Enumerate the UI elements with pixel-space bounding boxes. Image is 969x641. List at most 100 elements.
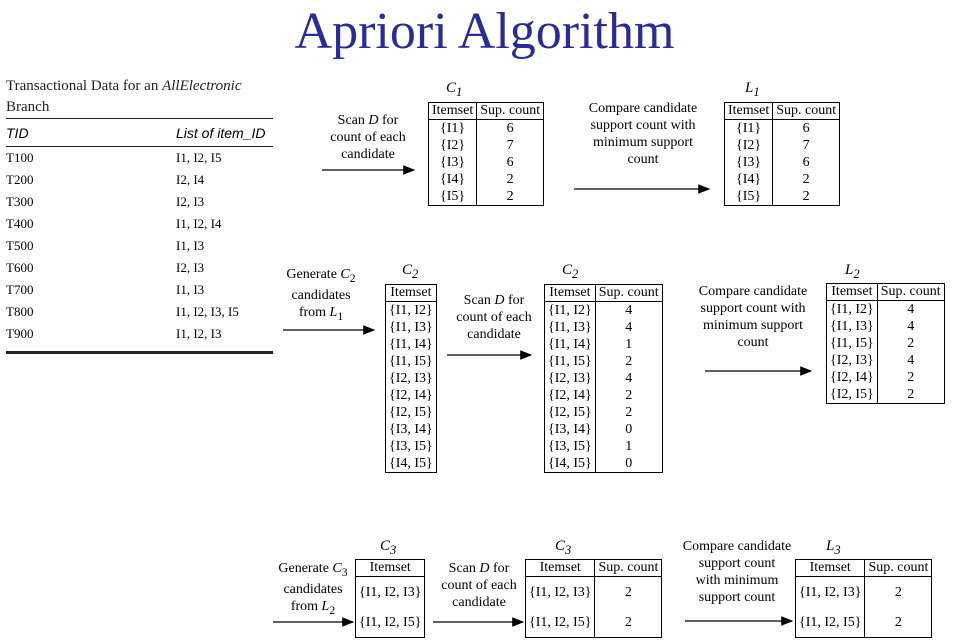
- c3b-sub: 3: [565, 543, 572, 557]
- sup-count-cell: 2: [506, 172, 514, 187]
- compare-step-2-line1: Compare candidate: [698, 284, 808, 299]
- itemset-cell: {I3}: [724, 154, 774, 171]
- itemset-cell: {I2, I3}: [544, 370, 596, 387]
- compare-step-3-line3: with minimum: [695, 573, 779, 588]
- compare-step-1-line1: Compare candidate: [588, 101, 698, 116]
- tid-cell: T500: [6, 238, 34, 253]
- itemset-header: Itemset: [826, 283, 878, 301]
- itemset-cell: {I5}: [724, 188, 774, 206]
- l1-row: {I4} 2: [724, 171, 840, 188]
- scan-step-2-line2: count of each: [456, 310, 532, 325]
- itemset-header: Itemset: [723, 102, 774, 120]
- transaction-row: T600 I2, I3: [6, 257, 273, 279]
- c2b-row: {I2, I3} 4: [544, 370, 663, 387]
- c2a-header-row: Itemset: [385, 284, 437, 302]
- sup-count-cell: 7: [506, 138, 514, 153]
- compare-step-2: Compare candidate support count with min…: [688, 283, 818, 351]
- itemset-cell: {I1, I3}: [389, 320, 433, 335]
- c2a-row: {I1, I2}: [386, 302, 437, 320]
- sup-count-cell: 4: [907, 353, 915, 368]
- c3b-header-row: Itemset Sup. count: [524, 559, 663, 577]
- generate-step-3-line3: from L2: [270, 598, 356, 619]
- items-cell: I1, I3: [176, 282, 205, 297]
- generate-step-3-line2: candidates: [283, 581, 343, 597]
- scan-step-1-line3: candidate: [341, 147, 395, 162]
- transaction-row: T400 I1, I2, I4: [6, 213, 273, 235]
- caption-company: AllElectronic: [162, 78, 242, 94]
- l2-row: {I1, I3} 4: [826, 318, 945, 335]
- c2b-row: {I1, I5} 2: [544, 353, 663, 370]
- l1-symbol-sub: 1: [337, 309, 344, 323]
- itemset-cell: {I1, I5}: [826, 335, 878, 352]
- c1-row: {I3} 6: [428, 154, 544, 171]
- c3b-table: Itemset Sup. count {I1, I2, I3} 2 {I1, I2, I…: [524, 559, 663, 638]
- transaction-row: T800 I1, I2, I3, I5: [6, 301, 273, 323]
- c3-symbol-sub: 3: [341, 565, 348, 579]
- items-header: List of item_ID: [176, 118, 273, 147]
- scan-step-1-line1: Scan D for: [318, 112, 418, 129]
- itemset-cell: {I3}: [428, 154, 478, 171]
- itemset-cell: {I4, I5}: [544, 455, 596, 473]
- tid-cell: T800: [6, 304, 34, 319]
- c2-symbol-sub: 2: [349, 271, 356, 285]
- c3a-row: {I1, I2, I5}: [356, 607, 425, 638]
- items-cell: I1, I2, I5: [176, 150, 222, 165]
- itemset-cell: {I2, I3}: [826, 352, 878, 369]
- c3b-label: C3: [555, 538, 572, 557]
- sup-count-cell: 1: [625, 439, 633, 454]
- items-cell: I2, I3: [176, 260, 205, 275]
- l3-table: Itemset Sup. count {I1, I2, I3} 2 {I1, I2, I…: [794, 559, 933, 638]
- c2b-row: {I1, I4} 1: [544, 336, 663, 353]
- sup-count-cell: 6: [506, 155, 514, 170]
- c2a-row: {I1, I3}: [386, 319, 437, 336]
- c2b-row: {I1, I2} 4: [544, 301, 663, 319]
- sup-count-cell: 2: [624, 584, 632, 600]
- itemset-cell: {I2, I5}: [544, 404, 596, 421]
- itemset-cell: {I2}: [428, 137, 478, 154]
- sup-count-header: Sup. count: [476, 102, 545, 120]
- scan-step-2-line3: candidate: [467, 327, 521, 342]
- itemset-cell: {I3, I4}: [544, 421, 596, 438]
- itemset-header: Itemset: [794, 559, 866, 577]
- c2b-table: Itemset Sup. count {I1, I2} 4 {I1, I3} 4 {I1, …: [544, 284, 663, 473]
- sup-count-cell: 2: [625, 405, 633, 420]
- generate-step-2-line1: Generate C2: [276, 266, 366, 287]
- transaction-table: TID List of item_ID T100 I1, I2, I5 T200 I2…: [6, 118, 273, 345]
- sup-count-cell: 0: [625, 456, 633, 471]
- scan-word-3: Scan: [448, 561, 480, 576]
- itemset-cell: {I2, I3}: [389, 371, 433, 386]
- c3a-sub: 3: [390, 543, 397, 557]
- generate-step-2-line3: from L1: [276, 304, 366, 325]
- tid-header: TID: [6, 118, 176, 147]
- sup-count-cell: 2: [802, 172, 810, 187]
- c1-header-row: Itemset Sup. count: [427, 102, 545, 120]
- scan-step-3-line2: count of each: [441, 578, 517, 593]
- tid-cell: T200: [6, 172, 34, 187]
- l1-table: Itemset Sup. count {I1} 6 {I2} 7 {I3} 6 {I4} 2 {I5…: [723, 102, 841, 206]
- scan-for-3: for: [489, 561, 510, 576]
- l1-sub: 1: [753, 85, 760, 99]
- l2-sub: 2: [853, 267, 860, 281]
- l2-row: {I2, I4} 2: [826, 369, 945, 386]
- sup-count-cell: 4: [907, 302, 915, 317]
- itemset-cell: {I2, I4}: [544, 387, 596, 404]
- compare-step-2-line3: minimum support: [703, 318, 803, 333]
- transaction-row: T500 I1, I3: [6, 235, 273, 257]
- generate-word-3: Generate: [278, 561, 333, 576]
- c1-table: Itemset Sup. count {I1} 6 {I2} 7 {I3} 6 {I4} 2 {I5…: [427, 102, 545, 206]
- c2a-row: {I2, I3}: [386, 370, 437, 387]
- c3a-label: C3: [380, 538, 397, 557]
- c2b-header-row: Itemset Sup. count: [544, 284, 663, 302]
- l3-row: {I1, I2, I3} 2: [795, 576, 932, 607]
- itemset-cell: {I1, I2}: [826, 300, 878, 318]
- l2-row: {I2, I5} 2: [826, 386, 945, 404]
- c1-row: {I5} 2: [428, 188, 544, 206]
- c2b-row: {I4, I5} 0: [544, 455, 663, 473]
- c2b-row: {I3, I5} 1: [544, 438, 663, 455]
- c2a-row: {I1, I5}: [386, 353, 437, 370]
- c1-row: {I2} 7: [428, 137, 544, 154]
- itemset-cell: {I3, I4}: [389, 422, 433, 437]
- items-cell: I1, I2, I4: [176, 216, 222, 231]
- c2a-row: {I1, I4}: [386, 336, 437, 353]
